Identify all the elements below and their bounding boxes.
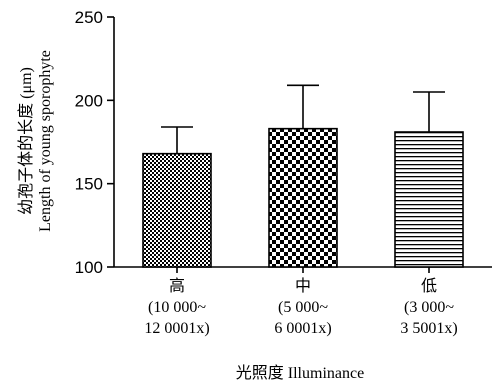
bar <box>142 152 212 268</box>
y-axis-title-en: Length of young sporophyte <box>37 50 54 232</box>
x-axis-title: 光照度 Illuminance <box>236 364 364 382</box>
bar <box>394 131 464 268</box>
category-label: 低 <box>421 277 437 295</box>
category-label: 高 <box>169 277 185 295</box>
error-bars <box>161 84 445 154</box>
category-label: 3 5001x) <box>400 320 457 337</box>
category-labels: 高 (10 000~ 12 0001x) 中 (5 000~ 6 0001x) 低 (3 00… <box>144 277 457 337</box>
y-axis-title-zh: 幼孢子体的长度 (μm) <box>17 67 35 215</box>
y-tick-label: 200 <box>75 91 103 110</box>
category-label: (10 000~ <box>148 299 206 316</box>
y-tick-label: 250 <box>75 8 103 27</box>
y-tick-label: 150 <box>75 175 103 194</box>
category-label: 中 <box>295 277 311 295</box>
category-label: (5 000~ <box>278 299 328 316</box>
y-tick-label: 100 <box>75 258 103 277</box>
category-label: 12 0001x) <box>144 320 209 337</box>
x-axis <box>114 266 492 273</box>
bar <box>268 127 338 268</box>
category-label: 6 0001x) <box>274 320 331 337</box>
category-label: (3 000~ <box>404 299 454 316</box>
y-axis: 100 150 200 250 <box>75 8 115 277</box>
bars <box>142 127 464 268</box>
y-axis-title: 幼孢子体的长度 (μm) Length of young sporophyte <box>17 50 54 232</box>
